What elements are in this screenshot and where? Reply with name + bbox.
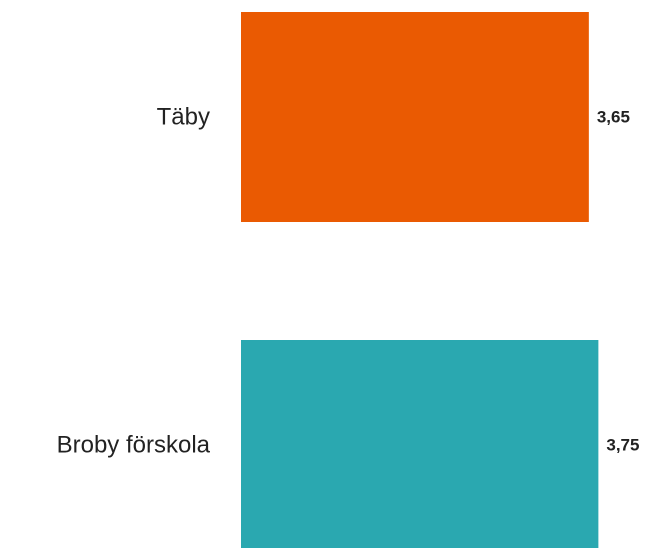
value-label: 3,75 [606, 436, 639, 455]
value-label: 3,65 [597, 108, 630, 127]
value-labels-group: 3,65 3,75 [597, 108, 640, 455]
category-label: Täby [157, 104, 210, 131]
category-label: Broby förskola [57, 432, 211, 459]
bar-1 [241, 340, 599, 548]
category-labels-group: Täby Broby förskola [57, 104, 211, 459]
bar-0 [241, 12, 589, 222]
bars-group [241, 12, 599, 548]
